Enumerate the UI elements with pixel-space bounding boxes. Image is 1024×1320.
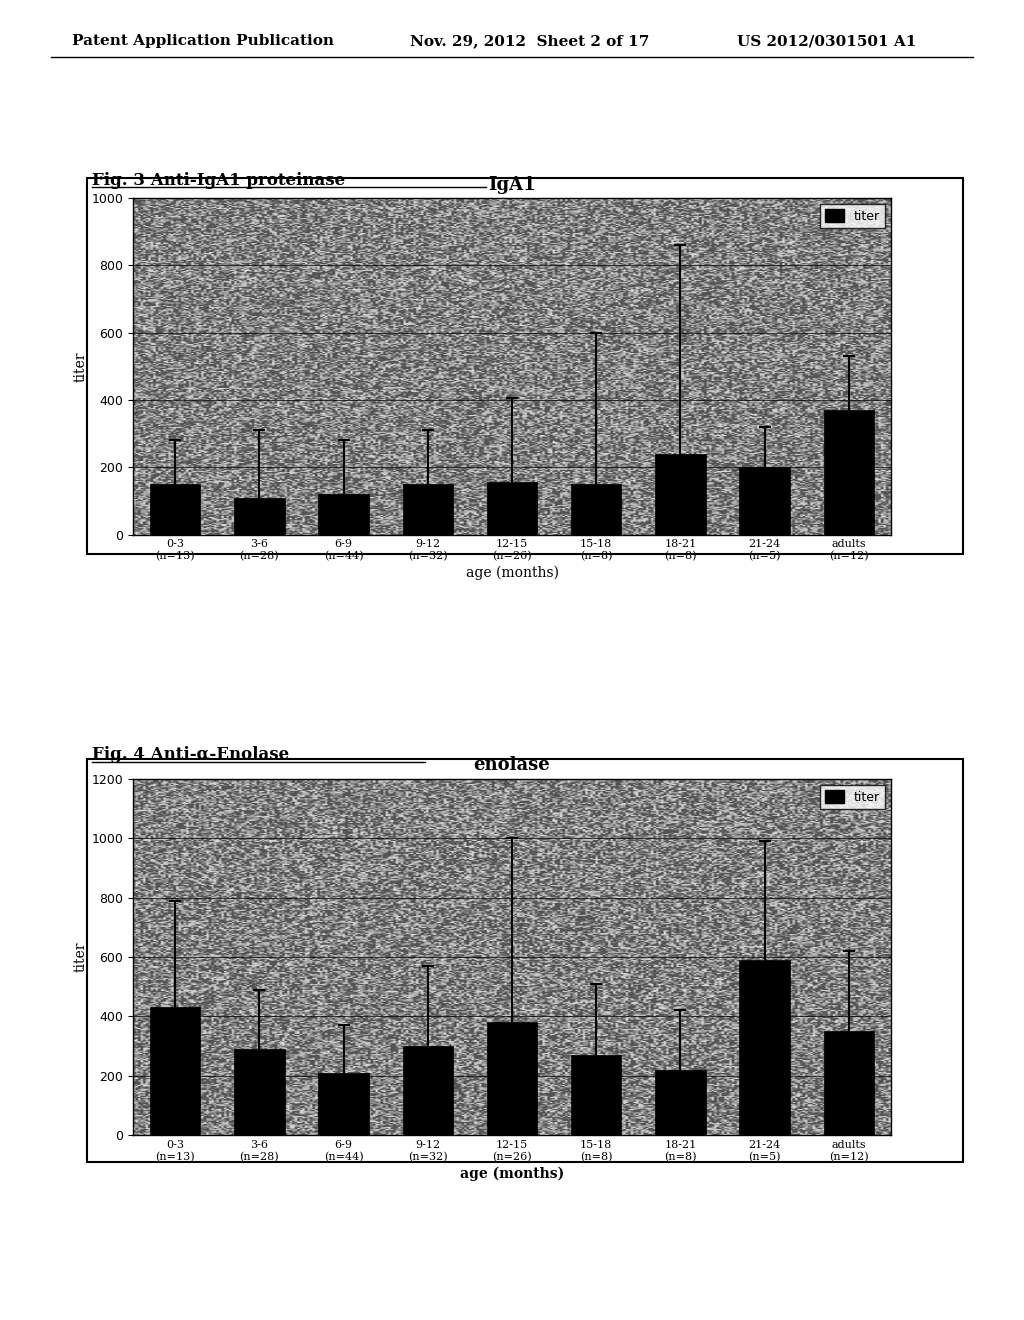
Bar xyxy=(823,1031,874,1135)
Bar xyxy=(823,411,874,535)
Bar xyxy=(402,484,453,535)
Bar xyxy=(318,494,369,535)
Bar xyxy=(486,1022,538,1135)
Text: Fig. 3 Anti-IgA1 proteinase: Fig. 3 Anti-IgA1 proteinase xyxy=(92,172,345,189)
Bar xyxy=(234,498,285,535)
Title: enolase: enolase xyxy=(474,756,550,775)
Bar xyxy=(571,1055,622,1135)
Bar xyxy=(571,484,622,535)
Title: IgA1: IgA1 xyxy=(488,176,536,194)
Bar xyxy=(150,484,201,535)
Bar xyxy=(655,1069,706,1135)
Bar xyxy=(739,960,790,1135)
Text: Nov. 29, 2012  Sheet 2 of 17: Nov. 29, 2012 Sheet 2 of 17 xyxy=(410,34,649,49)
Text: US 2012/0301501 A1: US 2012/0301501 A1 xyxy=(737,34,916,49)
X-axis label: age (months): age (months) xyxy=(460,1166,564,1180)
X-axis label: age (months): age (months) xyxy=(466,565,558,579)
Legend: titer: titer xyxy=(820,785,885,809)
Text: Patent Application Publication: Patent Application Publication xyxy=(72,34,334,49)
Bar xyxy=(234,1049,285,1135)
Bar xyxy=(655,454,706,535)
Bar xyxy=(318,1073,369,1135)
Bar xyxy=(402,1045,453,1135)
Y-axis label: titer: titer xyxy=(74,351,87,381)
Bar xyxy=(150,1007,201,1135)
Bar xyxy=(486,482,538,535)
Text: Fig. 4 Anti-α-Enolase: Fig. 4 Anti-α-Enolase xyxy=(92,746,290,763)
Legend: titer: titer xyxy=(820,205,885,228)
Bar xyxy=(739,467,790,535)
Y-axis label: titer: titer xyxy=(74,941,87,973)
